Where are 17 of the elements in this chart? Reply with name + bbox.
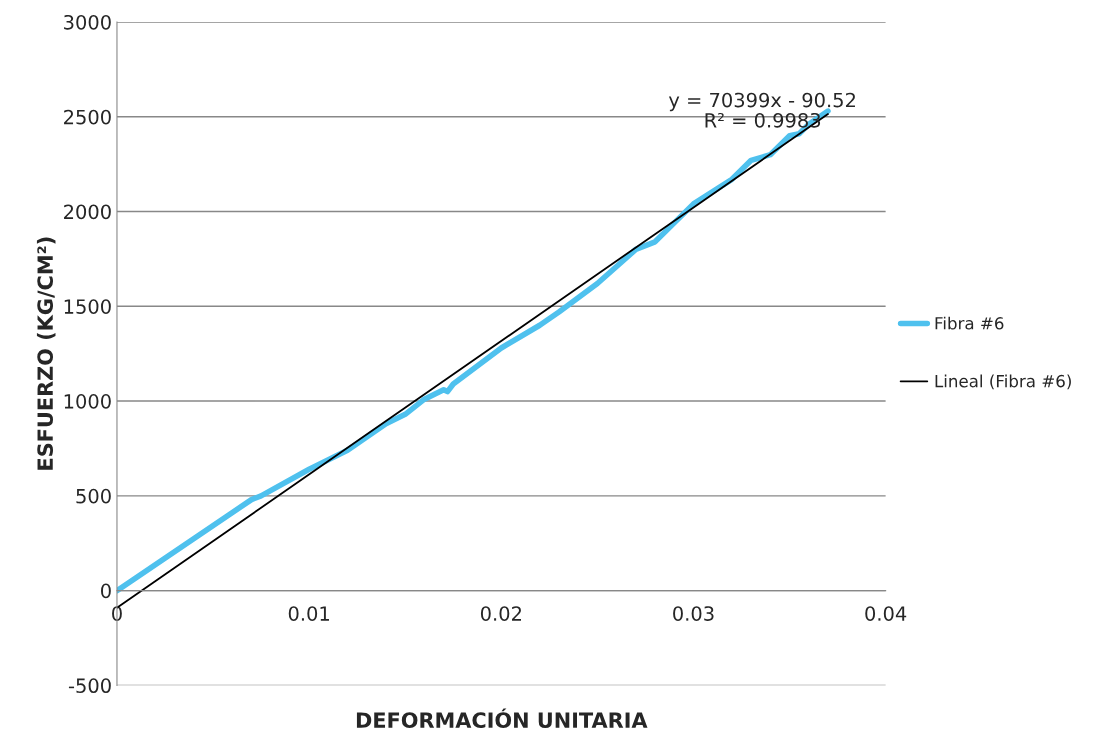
y-tick-label: -500 [68, 678, 111, 694]
x-tick-label: 0 [112, 606, 122, 621]
x-tick-label: 0.01 [288, 606, 329, 621]
x-tick-label: 0.03 [673, 606, 714, 621]
y-tick-label: 1000 [64, 394, 111, 409]
y-tick-label: 3000 [64, 14, 111, 30]
legend-label: Fibra #6 [935, 316, 1004, 330]
y-tick-label: 2000 [64, 204, 111, 220]
y-axis-title: ESFUERZO (KG/CM²) [36, 237, 56, 470]
y-tick-label: 0 [101, 583, 111, 599]
x-axis-title: DEFORMACIÓN UNITARIA [356, 708, 648, 729]
legend-label: Lineal (Fibra #6) [935, 374, 1071, 390]
y-tick-label: 2500 [64, 109, 111, 125]
x-tick-label: 0.02 [480, 606, 521, 621]
x-tick-label: 0.04 [865, 606, 907, 621]
y-tick-label: 1500 [64, 299, 111, 314]
y-tick-label: 500 [76, 488, 111, 504]
